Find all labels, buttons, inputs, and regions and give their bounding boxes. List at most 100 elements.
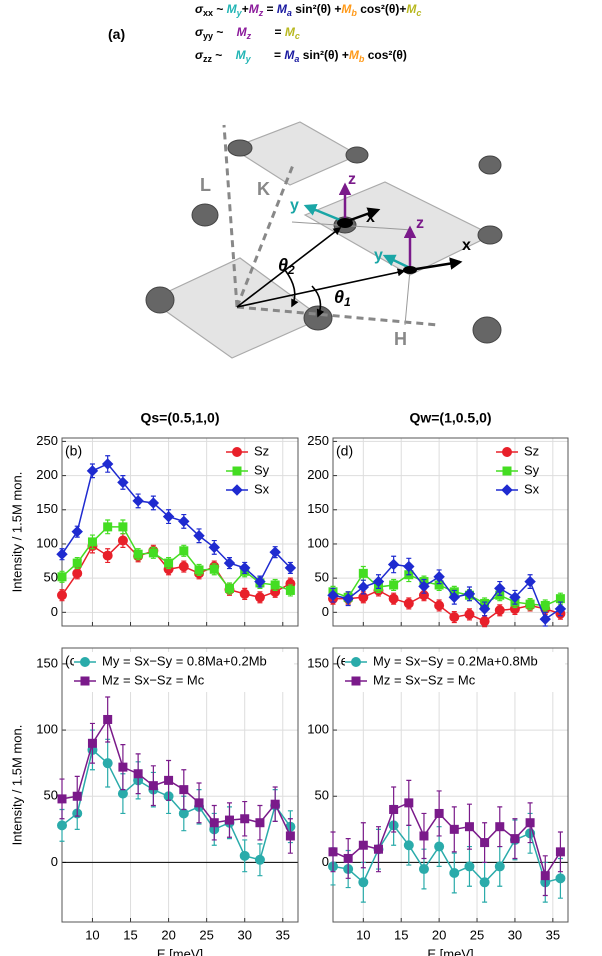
legend-marker	[351, 657, 361, 667]
y-tick-label: 100	[36, 722, 58, 737]
operator: =	[250, 48, 285, 62]
marker	[209, 818, 219, 828]
y-axis-label: Intensity / 1.5M mon.	[9, 725, 24, 846]
marker	[449, 824, 459, 834]
y-tick-label: 0	[51, 604, 58, 619]
term: cos²(θ)	[364, 48, 407, 62]
marker	[239, 588, 250, 599]
x-tick-label: 35	[276, 927, 290, 942]
marker	[133, 769, 143, 779]
subscript: y	[236, 8, 242, 18]
marker	[373, 844, 383, 854]
marker	[524, 575, 536, 588]
marker	[72, 568, 83, 579]
panel-label: (a)	[108, 26, 126, 42]
marker	[555, 847, 565, 857]
marker	[342, 592, 354, 605]
marker	[178, 515, 190, 528]
marker	[162, 510, 175, 523]
marker	[148, 781, 158, 791]
marker	[179, 546, 189, 556]
y-tick-label: 100	[307, 535, 329, 550]
series-line	[61, 748, 291, 861]
legend-background	[74, 652, 294, 692]
y-tick-label: 200	[307, 467, 329, 482]
marker	[194, 565, 204, 575]
atom-center	[337, 218, 353, 228]
marker	[358, 840, 368, 850]
label: z	[348, 171, 356, 188]
marker	[57, 590, 67, 601]
y-axis-label: Intensity / 1.5M mon.	[9, 472, 24, 593]
x-tick-label: 30	[237, 927, 251, 942]
marker	[418, 580, 430, 593]
axes-dashed	[222, 124, 439, 327]
marker	[327, 589, 339, 601]
equation: σyy ~ Mz = Mc	[195, 25, 300, 41]
marker	[357, 581, 370, 593]
marker	[254, 575, 266, 588]
term: sin²(θ) +	[291, 2, 342, 16]
subscript: b	[358, 54, 365, 64]
legend-marker	[231, 484, 243, 496]
marker	[479, 877, 490, 888]
marker	[117, 788, 128, 799]
legend-label: My = Sx−Sy = 0.2Ma+0.8Mb	[373, 653, 538, 668]
marker	[57, 820, 67, 831]
marker	[57, 572, 67, 582]
marker	[433, 571, 445, 583]
y-tick-label: 150	[36, 655, 58, 670]
marker	[209, 564, 219, 574]
marker	[164, 558, 174, 568]
marker	[103, 522, 113, 532]
marker	[434, 600, 445, 611]
subscript: zz	[202, 54, 212, 64]
marker	[133, 549, 143, 559]
label: H	[394, 329, 407, 349]
symbol: σ	[195, 25, 203, 39]
angle-subscript: 2	[287, 263, 295, 277]
y-tick-label: 250	[307, 433, 329, 448]
marker	[71, 525, 83, 538]
legend-background	[345, 652, 565, 692]
marker	[72, 791, 82, 801]
symbol: M	[248, 2, 259, 16]
label: y	[290, 197, 299, 214]
marker	[254, 592, 265, 603]
operator: ~	[212, 2, 227, 16]
marker	[418, 864, 429, 875]
marker	[540, 600, 550, 610]
marker	[117, 476, 129, 489]
marker	[554, 603, 567, 615]
x-tick-label: 20	[432, 927, 446, 942]
subscript: b	[351, 8, 357, 18]
marker	[224, 583, 234, 593]
marker	[179, 785, 189, 795]
plot-area	[62, 648, 298, 922]
marker	[102, 550, 113, 561]
symbol: M	[284, 48, 295, 62]
angle-label: θ2	[278, 255, 295, 277]
y-tick-label: 0	[51, 854, 58, 869]
angle-symbol: θ	[334, 287, 344, 307]
legend-label: Sy	[524, 462, 540, 477]
marker	[555, 873, 566, 884]
series-line	[61, 717, 292, 837]
x-tick-label: 20	[161, 927, 175, 942]
marker	[285, 585, 295, 595]
marker	[494, 582, 506, 595]
symbol: σ	[195, 2, 203, 16]
legend-marker	[80, 676, 90, 686]
symbol: M	[276, 2, 287, 16]
marker	[403, 840, 414, 851]
marker	[117, 535, 128, 546]
x-tick-label: 15	[123, 927, 137, 942]
marker	[463, 588, 476, 600]
operator: ~	[211, 48, 236, 62]
symbol: M	[236, 25, 247, 39]
y-tick-label: 0	[322, 604, 329, 619]
marker	[449, 868, 460, 879]
marker	[495, 822, 505, 832]
marker	[240, 814, 250, 824]
y-tick-label: 100	[36, 535, 58, 550]
